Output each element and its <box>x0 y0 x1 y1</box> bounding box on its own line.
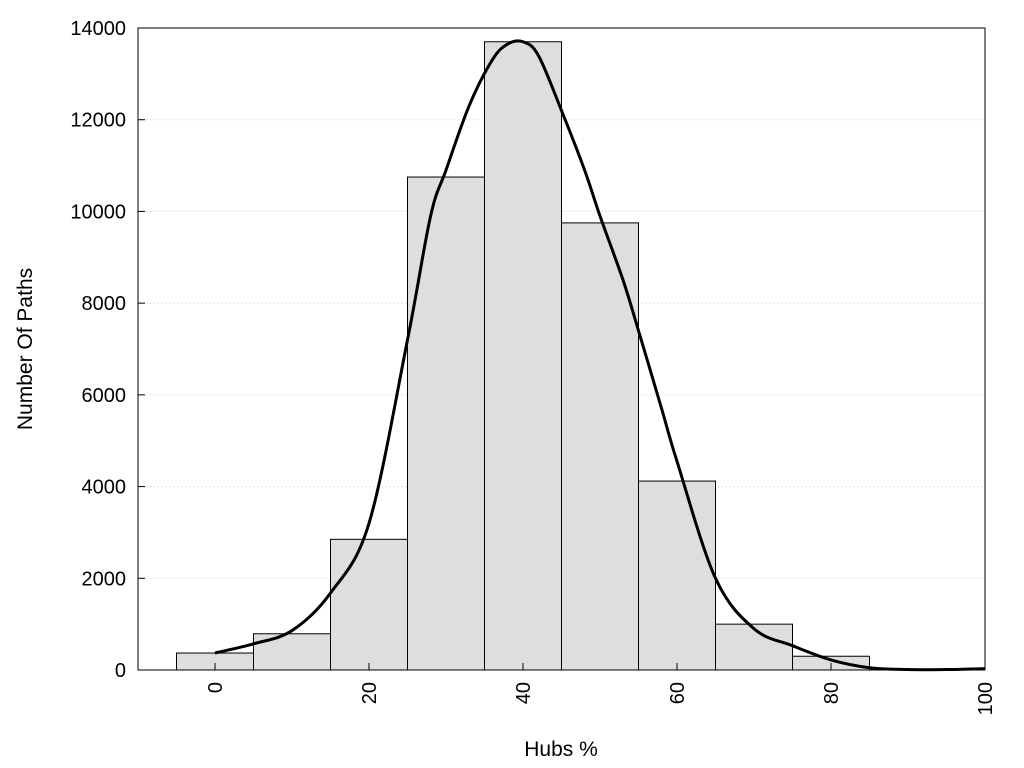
histogram-bar-4 <box>484 41 562 671</box>
y-tick-label-4: 8000 <box>82 293 127 315</box>
x-tick-label-5: 100 <box>975 682 997 715</box>
histogram-bars <box>176 41 870 671</box>
histogram-bar-1 <box>253 633 331 671</box>
x-axis: 0 20 40 60 80 100 <box>205 663 997 715</box>
plot-frame <box>137 27 986 671</box>
histogram-bar-6 <box>638 480 716 671</box>
x-tick-label-4: 80 <box>821 682 843 704</box>
y-tick-label-3: 6000 <box>82 385 127 407</box>
y-tick-label-2: 4000 <box>82 477 127 499</box>
y-tick-label-0: 0 <box>115 660 126 682</box>
y-tick-label-1: 2000 <box>82 568 127 590</box>
density-curve <box>214 39 986 672</box>
histogram-bar-5 <box>561 222 639 671</box>
x-axis-title: Hubs % <box>524 738 598 761</box>
y-axis-title: Number Of Paths <box>14 268 37 430</box>
histogram-bar-3 <box>407 176 485 671</box>
y-tick-label-6: 12000 <box>70 110 126 132</box>
y-axis: 0 2000 4000 6000 8000 10000 12000 14000 <box>70 18 145 682</box>
y-tick-label-7: 14000 <box>70 18 126 40</box>
histogram-bar-2 <box>330 538 408 671</box>
x-tick-label-3: 60 <box>667 682 689 704</box>
x-tick-label-1: 20 <box>359 682 381 704</box>
x-tick-label-0: 0 <box>205 682 227 693</box>
histogram-bar-7 <box>715 623 793 671</box>
density-curve-layer <box>214 39 986 672</box>
x-tick-label-2: 40 <box>513 682 535 704</box>
y-tick-label-5: 10000 <box>70 201 126 223</box>
